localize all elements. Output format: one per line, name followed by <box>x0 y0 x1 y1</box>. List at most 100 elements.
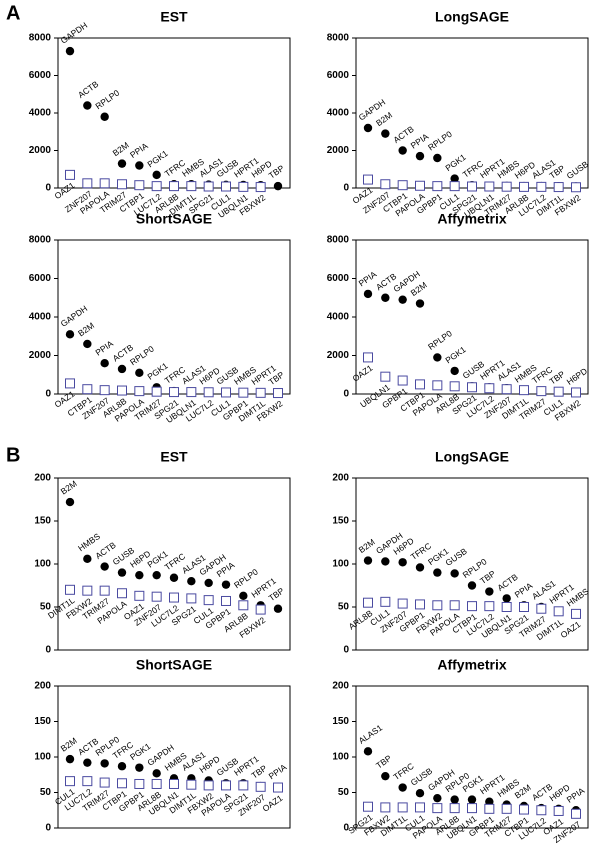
point-label: RPLP0 <box>93 87 121 111</box>
data-point <box>169 573 179 582</box>
data-point <box>467 601 477 612</box>
data-point <box>169 181 179 192</box>
data-point <box>186 593 197 604</box>
data-point <box>553 805 564 816</box>
data-point <box>99 777 110 788</box>
data-point <box>381 293 390 302</box>
data-point <box>553 182 564 193</box>
data-point <box>255 182 266 193</box>
data-point <box>117 588 127 599</box>
data-point <box>83 554 92 564</box>
data-point <box>536 805 547 816</box>
data-point <box>151 181 162 192</box>
data-point <box>152 769 161 778</box>
data-point <box>273 388 283 399</box>
data-point <box>152 570 161 580</box>
point-label: ALAS1 <box>357 722 385 746</box>
data-point <box>238 600 249 611</box>
data-point <box>117 385 127 396</box>
data-point <box>415 151 425 161</box>
y-tick-label: 150 <box>332 516 349 527</box>
point-label: B2M <box>76 320 96 338</box>
data-point <box>536 603 547 614</box>
point-label: PPIA <box>267 762 289 781</box>
data-point <box>238 181 249 192</box>
data-point <box>571 808 581 819</box>
data-point <box>484 181 495 192</box>
y-tick-label: 200 <box>34 681 51 692</box>
data-point <box>117 762 127 771</box>
y-tick-label: 6000 <box>29 273 52 284</box>
data-point <box>398 295 407 304</box>
y-tick-label: 150 <box>332 716 349 727</box>
point-label: GAPDH <box>59 20 90 46</box>
data-point <box>65 330 75 339</box>
y-tick-label: 4000 <box>29 108 52 119</box>
y-tick-label: 200 <box>332 681 349 692</box>
data-point <box>273 181 283 191</box>
data-point <box>467 382 477 393</box>
data-point <box>151 591 162 602</box>
panel: LongSAGE050100150200B2MGAPDHH6PDTFRCPGK1… <box>332 449 591 656</box>
data-point <box>432 803 443 814</box>
data-point <box>484 383 495 394</box>
y-tick-label: 100 <box>332 559 349 570</box>
panel-title: Affymetrix <box>437 211 506 227</box>
point-label: PPIA <box>513 580 535 599</box>
point-label: TBP <box>374 753 394 771</box>
data-point <box>450 569 459 578</box>
data-point <box>83 101 92 110</box>
data-point <box>553 606 564 617</box>
data-point <box>501 384 512 395</box>
data-point <box>397 802 408 813</box>
data-point <box>239 591 248 601</box>
data-point <box>519 385 529 396</box>
y-tick-label: 200 <box>34 473 51 484</box>
y-tick-label: 2000 <box>327 350 350 361</box>
data-point <box>415 599 425 610</box>
data-point <box>381 771 390 781</box>
data-point <box>485 797 494 806</box>
data-point <box>186 387 197 398</box>
y-tick-label: 50 <box>338 602 350 613</box>
data-point <box>571 608 581 619</box>
y-tick-label: 2000 <box>29 145 52 156</box>
panel-title: Affymetrix <box>437 657 506 673</box>
data-point <box>449 600 460 611</box>
y-tick-label: 0 <box>45 823 51 834</box>
point-label: B2M <box>59 735 79 753</box>
point-label: PGK1 <box>443 344 468 365</box>
data-point <box>519 804 529 815</box>
data-point <box>82 178 93 189</box>
data-point <box>571 182 581 193</box>
data-point <box>381 557 390 566</box>
data-point <box>415 563 425 572</box>
y-tick-label: 0 <box>343 645 349 656</box>
data-point <box>381 129 390 138</box>
y-tick-label: 4000 <box>29 312 52 323</box>
data-point <box>415 180 425 191</box>
y-tick-label: 8000 <box>327 235 350 246</box>
data-point <box>467 181 477 192</box>
panel-title: ShortSAGE <box>136 211 212 227</box>
data-point <box>363 801 373 812</box>
data-point <box>536 386 547 397</box>
data-point <box>397 598 408 609</box>
data-point <box>380 179 391 190</box>
data-point <box>221 387 231 398</box>
point-label: PPIA <box>128 140 150 159</box>
point-label: B2M <box>374 110 394 128</box>
data-point <box>433 568 442 577</box>
point-label: OAZ1 <box>351 363 375 384</box>
data-point <box>135 570 144 580</box>
data-point <box>65 46 75 56</box>
data-point <box>100 112 109 121</box>
data-point <box>221 595 231 606</box>
point-label: B2M <box>59 478 79 496</box>
y-tick-label: 2000 <box>29 350 52 361</box>
data-point <box>99 178 110 189</box>
data-point <box>134 180 145 191</box>
y-tick-label: 50 <box>40 787 52 798</box>
data-point <box>99 585 110 596</box>
